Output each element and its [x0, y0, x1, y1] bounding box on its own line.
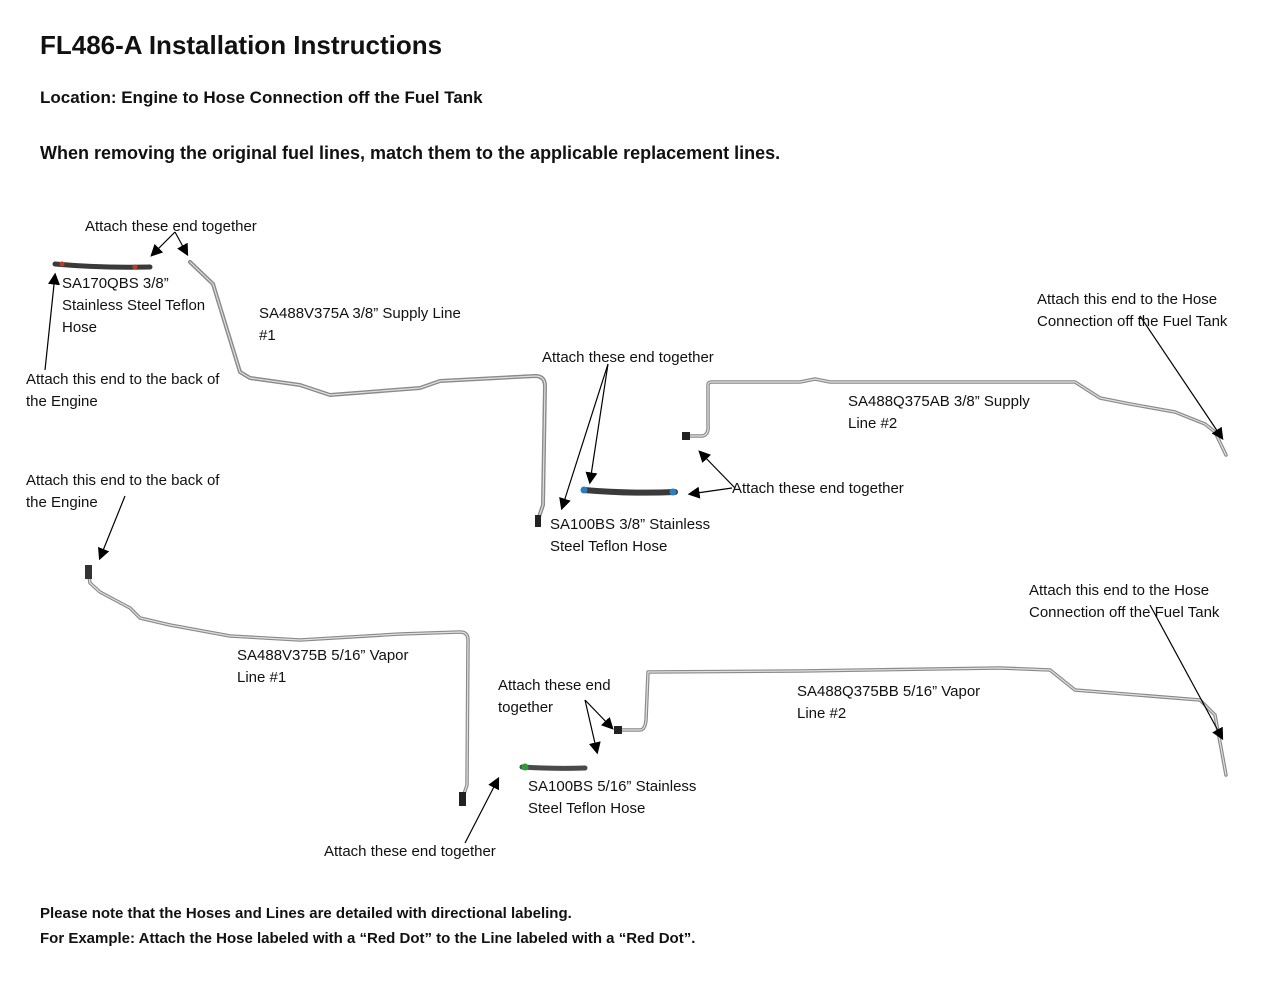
blue-dot-icon — [580, 486, 588, 494]
hose-sa100bs-516 — [519, 764, 588, 771]
label-line-sa488v375a: SA488V375A 3/8” Supply Line #1 — [259, 305, 461, 344]
location-heading: Location: Engine to Hose Connection off … — [40, 88, 483, 107]
label-hose-sa100bs-516: SA100BS 5/16” Stainless Steel Teflon Hos… — [528, 778, 697, 817]
hose-sa100bs-38 — [581, 487, 678, 496]
label-attach-together: Attach these end together — [324, 843, 496, 860]
label-line-sa488v375b: SA488V375B 5/16” Vapor Line #1 — [237, 647, 409, 686]
label-attach-together: Attach these end together — [542, 349, 714, 366]
instruction-text: When removing the original fuel lines, m… — [40, 143, 781, 163]
label-attach-together: Attach these end together — [498, 677, 611, 716]
label-line-sa488q375ab: SA488Q375AB 3/8” Supply Line #2 — [848, 393, 1030, 432]
footer-example: For Example: Attach the Hose labeled wit… — [40, 930, 696, 947]
footer-note: Please note that the Hoses and Lines are… — [40, 905, 572, 922]
supply-line-1 — [188, 260, 547, 522]
label-hose-sa100bs-38: SA100BS 3/8” Stainless Steel Teflon Hose — [550, 516, 711, 555]
label-engine-end: Attach this end to the back of the Engin… — [26, 371, 220, 410]
green-dot-icon — [521, 763, 529, 771]
red-dot-icon — [59, 261, 65, 267]
arrows — [44, 231, 1224, 844]
label-hose-sa170qbs: SA170QBS 3/8” Stainless Steel Teflon Hos… — [62, 275, 206, 336]
red-dot-icon — [132, 264, 138, 270]
label-line-sa488q375bb: SA488Q375BB 5/16” Vapor Line #2 — [797, 683, 981, 722]
label-tank-end: Attach this end to the Hose Connection o… — [1037, 291, 1228, 330]
label-engine-end: Attach this end to the back of the Engin… — [26, 472, 220, 511]
label-tank-end: Attach this end to the Hose Connection o… — [1029, 582, 1220, 621]
label-attach-together: Attach these end together — [732, 480, 904, 497]
blue-dot-icon — [669, 488, 677, 496]
page-title: FL486-A Installation Instructions — [40, 30, 443, 60]
label-attach-together: Attach these end together — [85, 218, 257, 235]
